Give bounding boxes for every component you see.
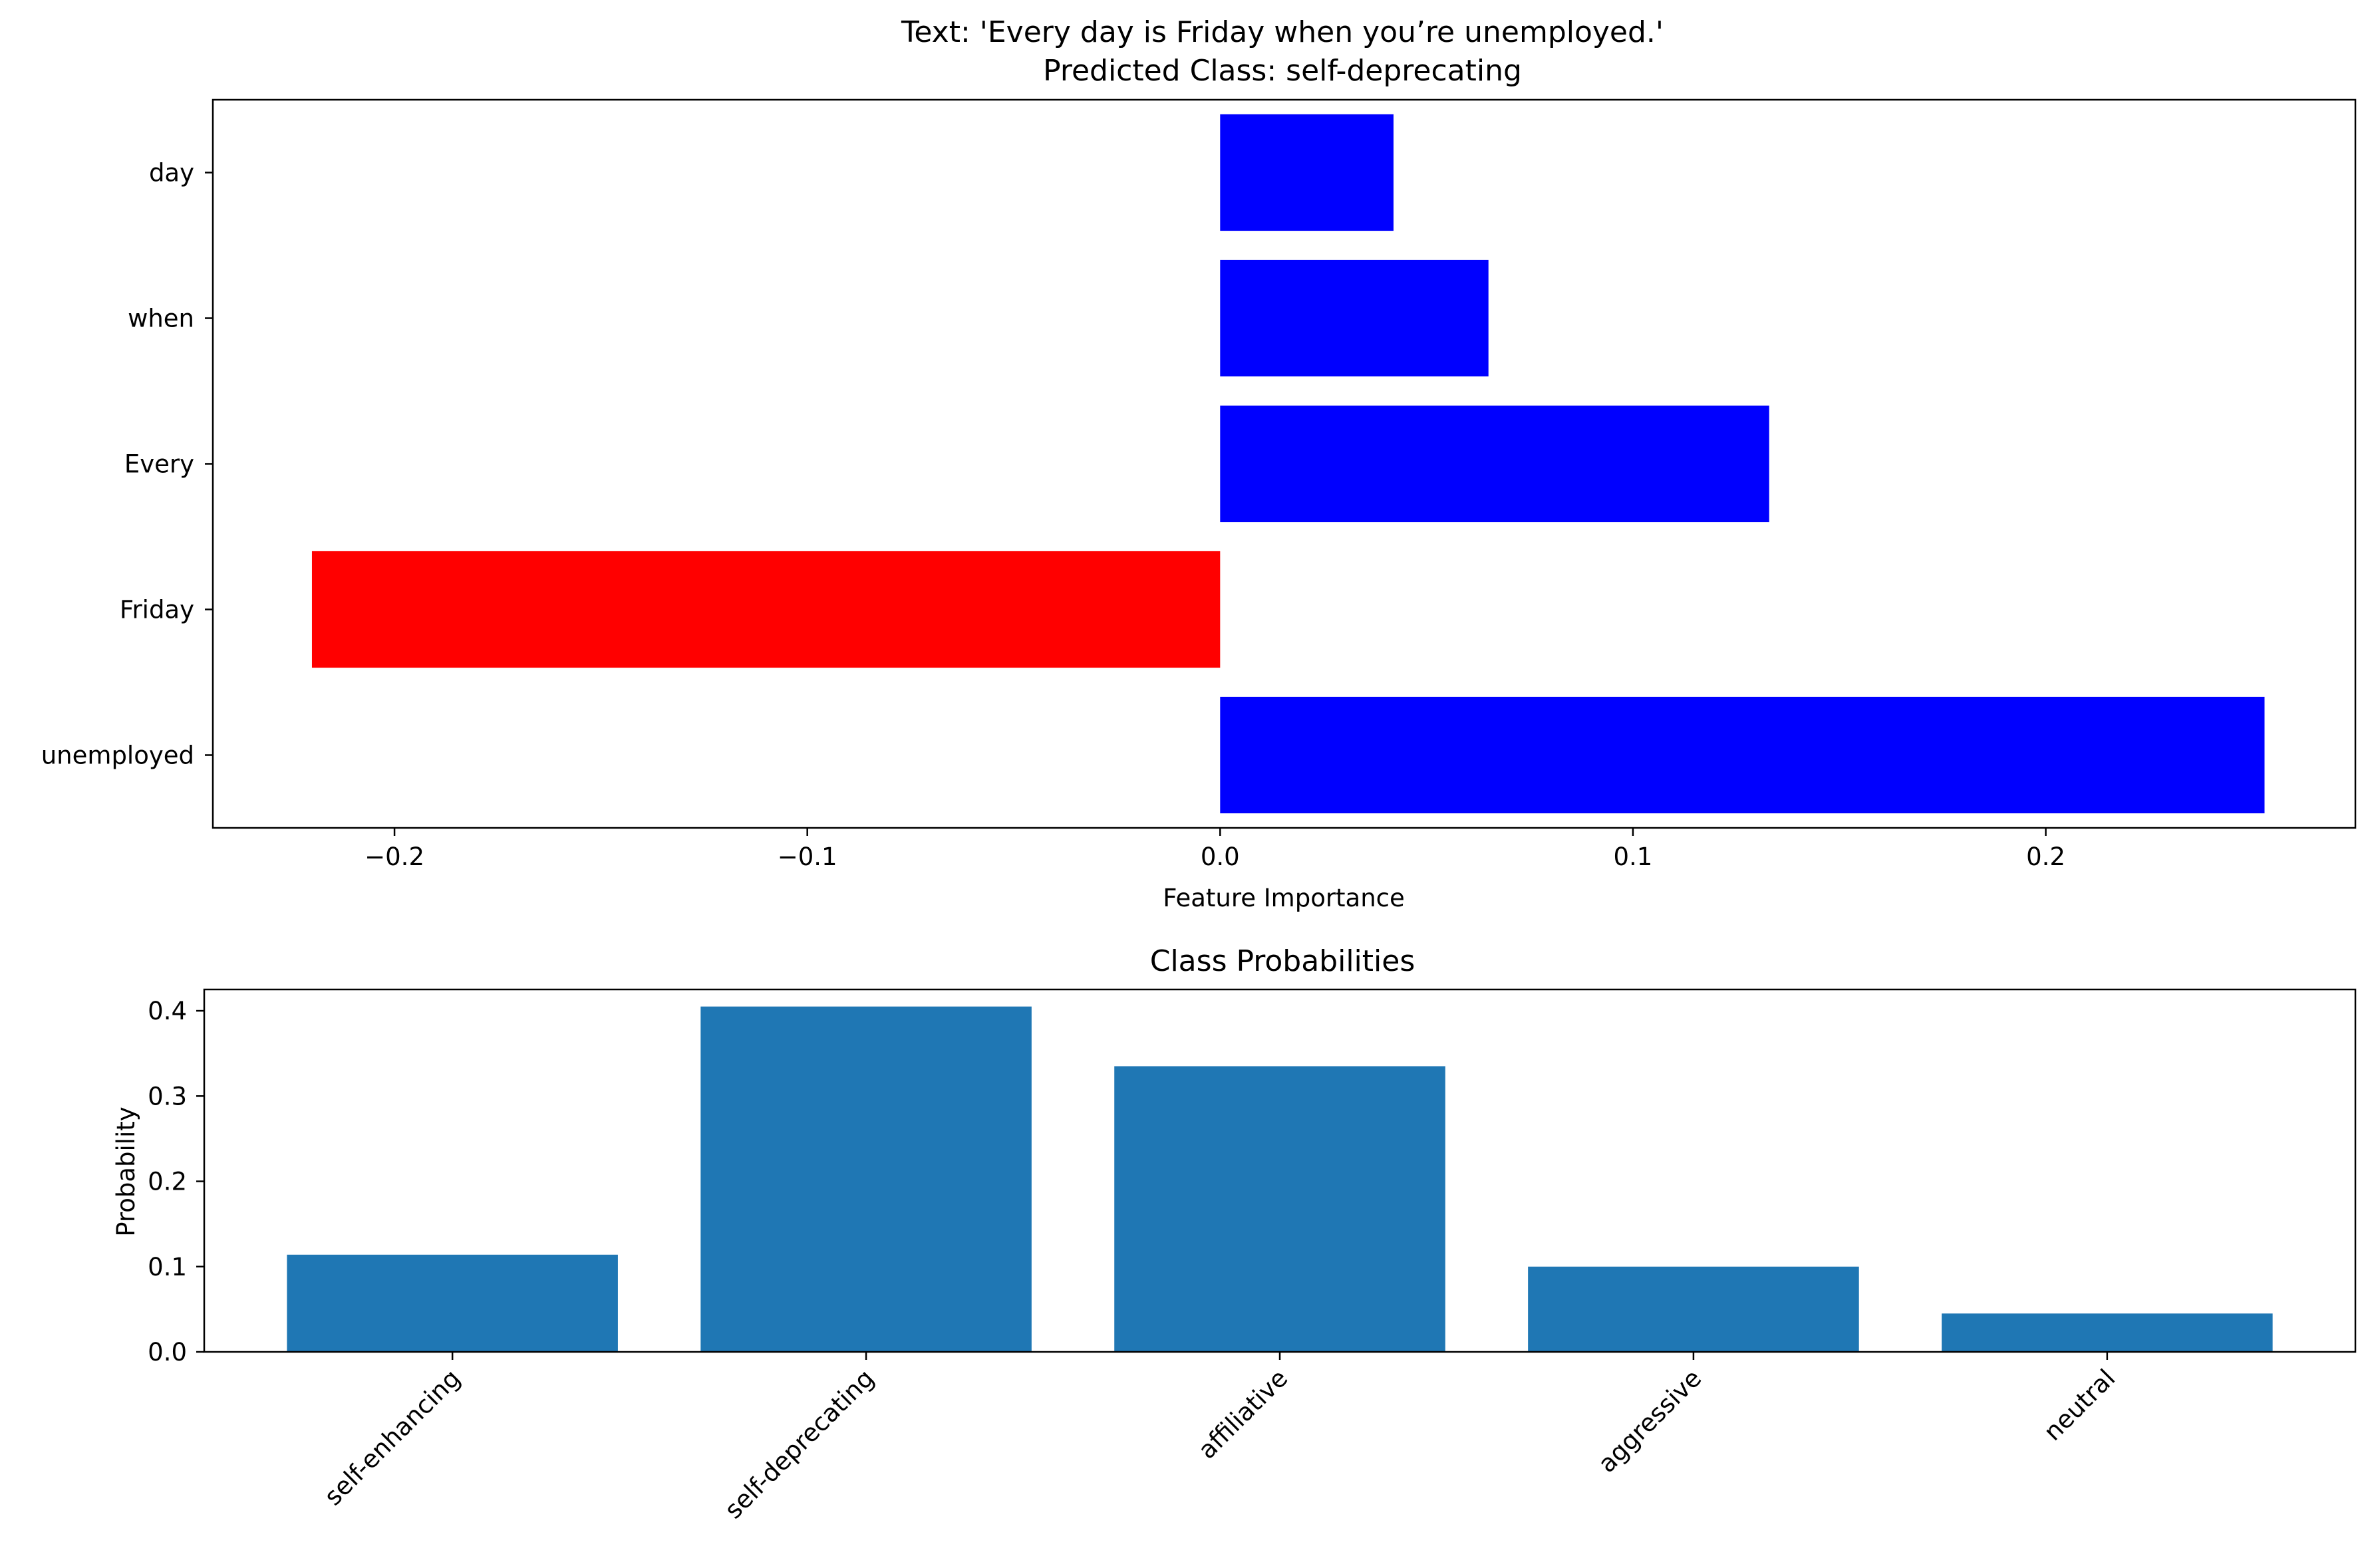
importance-y-tick-label: day: [149, 159, 194, 188]
importance-bar-when: [1220, 259, 1489, 377]
importance-bar-friday: [311, 551, 1221, 668]
probabilities-y-tick-label: 0.1: [148, 1253, 187, 1281]
importance-subtitle: Predicted Class: self-deprecating: [1043, 54, 1522, 88]
importance-bars: [311, 114, 2265, 814]
importance-y-ticks: day when Every Friday unemployed: [41, 159, 213, 770]
importance-x-tick-label: 0.0: [1201, 843, 1240, 871]
importance-bar-every: [1220, 405, 1769, 523]
importance-x-tick-label: 0.2: [2026, 843, 2065, 871]
probability-bar-neutral: [1942, 1313, 2273, 1352]
probability-bars: [287, 1006, 2273, 1352]
importance-y-tick-label: Every: [124, 450, 194, 479]
probabilities-y-tick-label: 0.2: [148, 1168, 187, 1196]
importance-x-tick-label: −0.2: [365, 843, 424, 871]
importance-x-axis-label: Feature Importance: [1163, 884, 1405, 912]
importance-bar-unemployed: [1220, 696, 2265, 814]
probability-bar-affiliative: [1114, 1066, 1445, 1352]
probability-bar-aggressive: [1528, 1266, 1859, 1352]
importance-y-tick-label: when: [128, 305, 194, 333]
probabilities-y-tick-label: 0.0: [148, 1338, 187, 1367]
probabilities-y-ticks: 0.0 0.1 0.2 0.3 0.4: [148, 997, 204, 1367]
importance-title: Text: 'Every day is Friday when you’re u…: [901, 15, 1664, 49]
probabilities-title: Class Probabilities: [1150, 944, 1415, 978]
probabilities-y-tick-label: 0.3: [148, 1082, 187, 1111]
importance-x-tick-label: 0.1: [1613, 843, 1652, 871]
importance-y-tick-label: unemployed: [41, 741, 194, 770]
importance-bar-day: [1220, 114, 1394, 231]
importance-x-tick-label: −0.1: [778, 843, 837, 871]
probabilities-y-tick-label: 0.4: [148, 997, 187, 1025]
importance-y-tick-label: Friday: [120, 596, 194, 624]
feature-importance-chart: Text: 'Every day is Friday when you’re u…: [41, 15, 2357, 912]
probability-bar-self-deprecating: [700, 1006, 1032, 1352]
importance-x-ticks: −0.2 −0.1 0.0 0.1 0.2: [365, 828, 2065, 871]
probability-bar-self-enhancing: [287, 1254, 618, 1352]
probabilities-y-axis-label: Probability: [112, 1107, 140, 1237]
